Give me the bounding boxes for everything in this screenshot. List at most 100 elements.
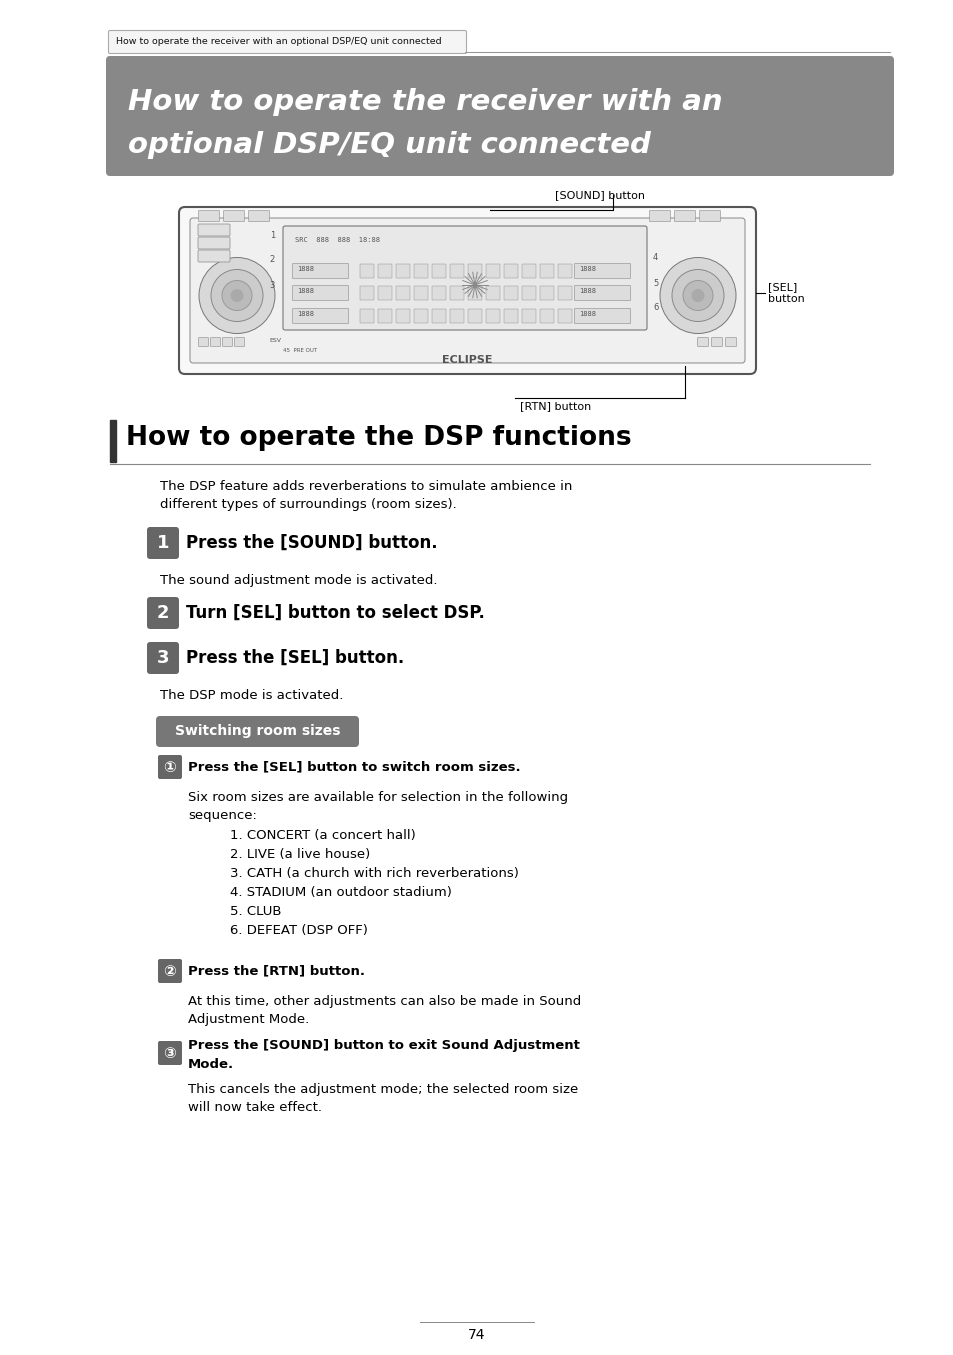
FancyBboxPatch shape [539,309,554,322]
FancyBboxPatch shape [574,263,630,279]
FancyBboxPatch shape [521,309,536,322]
FancyBboxPatch shape [485,286,499,299]
Text: 3. CATH (a church with rich reverberations): 3. CATH (a church with rich reverberatio… [230,867,518,879]
Text: 6: 6 [652,304,658,313]
Text: [SOUND] button: [SOUND] button [555,190,644,201]
Text: Turn [SEL] button to select DSP.: Turn [SEL] button to select DSP. [186,604,484,622]
Text: Mode.: Mode. [188,1057,233,1070]
FancyBboxPatch shape [724,337,736,347]
Text: 1888: 1888 [296,312,314,317]
FancyBboxPatch shape [158,959,182,982]
Text: Switching room sizes: Switching room sizes [174,725,340,738]
FancyBboxPatch shape [503,309,517,322]
FancyBboxPatch shape [395,264,410,278]
Text: Press the [SOUND] button.: Press the [SOUND] button. [186,534,437,551]
Text: ③: ③ [163,1046,176,1061]
FancyBboxPatch shape [198,237,230,249]
FancyBboxPatch shape [468,286,481,299]
Circle shape [211,270,263,321]
Text: How to operate the receiver with an: How to operate the receiver with an [128,88,721,117]
Text: Press the [SEL] button to switch room sizes.: Press the [SEL] button to switch room si… [188,760,520,774]
Text: 45  PRE OUT: 45 PRE OUT [283,347,316,352]
Text: [SEL]
button: [SEL] button [767,282,804,305]
Text: 3: 3 [156,649,169,667]
Text: will now take effect.: will now take effect. [188,1102,322,1114]
Text: How to operate the DSP functions: How to operate the DSP functions [126,425,631,451]
Text: At this time, other adjustments can also be made in Sound: At this time, other adjustments can also… [188,995,580,1008]
FancyBboxPatch shape [521,286,536,299]
Text: 6. DEFEAT (DSP OFF): 6. DEFEAT (DSP OFF) [230,924,368,938]
FancyBboxPatch shape [699,210,720,221]
FancyBboxPatch shape [198,251,230,262]
FancyBboxPatch shape [558,309,572,322]
FancyBboxPatch shape [198,224,230,236]
Text: ②: ② [163,963,176,978]
FancyBboxPatch shape [539,286,554,299]
Circle shape [199,257,274,333]
FancyBboxPatch shape [395,286,410,299]
Text: 4. STADIUM (an outdoor stadium): 4. STADIUM (an outdoor stadium) [230,886,452,898]
FancyBboxPatch shape [198,337,209,347]
FancyBboxPatch shape [211,337,220,347]
FancyBboxPatch shape [521,264,536,278]
FancyBboxPatch shape [283,226,646,331]
Text: 1888: 1888 [578,312,596,317]
Text: optional DSP/EQ unit connected: optional DSP/EQ unit connected [128,131,650,159]
FancyBboxPatch shape [485,264,499,278]
FancyBboxPatch shape [414,286,428,299]
Text: Press the [SOUND] button to exit Sound Adjustment: Press the [SOUND] button to exit Sound A… [188,1039,579,1053]
FancyBboxPatch shape [147,598,179,629]
FancyBboxPatch shape [432,286,446,299]
Text: 1888: 1888 [296,266,314,272]
FancyBboxPatch shape [503,286,517,299]
Text: sequence:: sequence: [188,809,256,822]
Circle shape [682,280,712,310]
FancyBboxPatch shape [156,715,358,747]
FancyBboxPatch shape [485,309,499,322]
FancyBboxPatch shape [450,286,463,299]
Text: Press the [SEL] button.: Press the [SEL] button. [186,649,404,667]
Text: This cancels the adjustment mode; the selected room size: This cancels the adjustment mode; the se… [188,1083,578,1096]
FancyBboxPatch shape [558,286,572,299]
FancyBboxPatch shape [158,1041,182,1065]
Text: 2: 2 [270,256,274,264]
Text: different types of surroundings (room sizes).: different types of surroundings (room si… [160,499,456,511]
FancyBboxPatch shape [697,337,708,347]
FancyBboxPatch shape [147,642,179,673]
Text: 1: 1 [270,230,274,240]
FancyBboxPatch shape [377,286,392,299]
FancyBboxPatch shape [503,264,517,278]
Text: SRC  888  888  18:88: SRC 888 888 18:88 [294,237,379,243]
Text: 5: 5 [652,279,658,287]
FancyBboxPatch shape [674,210,695,221]
Text: Six room sizes are available for selection in the following: Six room sizes are available for selecti… [188,791,568,804]
Text: The DSP feature adds reverberations to simulate ambience in: The DSP feature adds reverberations to s… [160,480,572,493]
FancyBboxPatch shape [248,210,269,221]
Text: 2: 2 [156,604,169,622]
FancyBboxPatch shape [179,207,755,374]
FancyBboxPatch shape [558,264,572,278]
Circle shape [671,270,723,321]
Circle shape [231,290,243,302]
FancyBboxPatch shape [395,309,410,322]
Text: 2. LIVE (a live house): 2. LIVE (a live house) [230,848,370,860]
FancyBboxPatch shape [711,337,721,347]
FancyBboxPatch shape [414,264,428,278]
FancyBboxPatch shape [109,31,466,53]
FancyBboxPatch shape [414,309,428,322]
Text: Press the [RTN] button.: Press the [RTN] button. [188,965,365,977]
FancyBboxPatch shape [234,337,244,347]
Text: ①: ① [163,760,176,775]
Text: 1888: 1888 [578,289,596,294]
Circle shape [659,257,735,333]
Text: 74: 74 [468,1328,485,1341]
FancyBboxPatch shape [359,309,374,322]
FancyBboxPatch shape [190,218,744,363]
FancyBboxPatch shape [574,309,630,324]
Text: The sound adjustment mode is activated.: The sound adjustment mode is activated. [160,575,437,587]
FancyBboxPatch shape [377,309,392,322]
FancyBboxPatch shape [158,755,182,779]
FancyBboxPatch shape [432,264,446,278]
Circle shape [691,290,703,302]
Text: 5. CLUB: 5. CLUB [230,905,281,917]
